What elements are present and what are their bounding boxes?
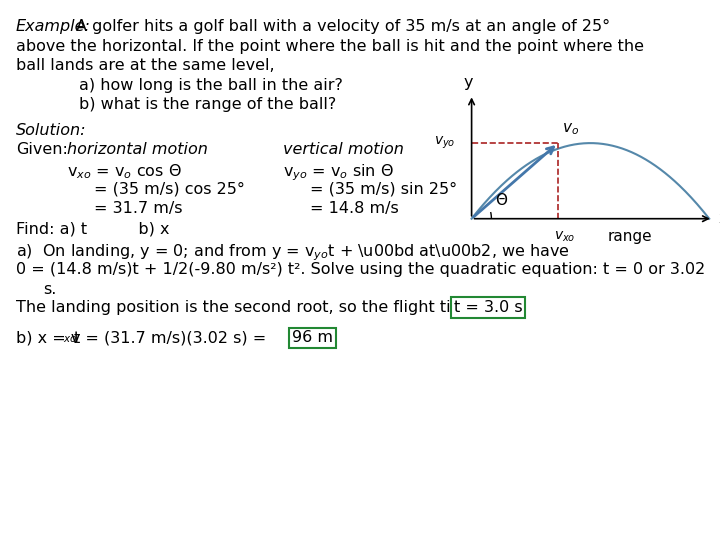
Text: range: range xyxy=(608,230,652,245)
Text: $v_{xo}$: $v_{xo}$ xyxy=(554,230,576,244)
Text: vertical motion: vertical motion xyxy=(283,142,404,157)
Text: b) x = v: b) x = v xyxy=(16,330,80,346)
Text: = 31.7 m/s: = 31.7 m/s xyxy=(94,201,182,216)
Text: t = 3.0 s: t = 3.0 s xyxy=(454,300,522,315)
Text: Solution:: Solution: xyxy=(16,123,86,138)
Text: The landing position is the second root, so the flight time is: The landing position is the second root,… xyxy=(16,300,499,315)
Text: a)  On landing, y = 0; and from y = v$_{yo}$t + \u00bd at\u00b2, we have: a) On landing, y = 0; and from y = v$_{y… xyxy=(16,242,570,262)
Text: Example:: Example: xyxy=(16,19,91,35)
Text: x: x xyxy=(719,211,720,226)
Text: Given:: Given: xyxy=(16,142,68,157)
Text: ball lands are at the same level,: ball lands are at the same level, xyxy=(16,58,274,73)
Text: Find: a) t          b) x: Find: a) t b) x xyxy=(16,221,169,237)
Text: $\Theta$: $\Theta$ xyxy=(495,192,508,208)
Text: above the horizontal. If the point where the ball is hit and the point where the: above the horizontal. If the point where… xyxy=(16,39,644,54)
Text: = 14.8 m/s: = 14.8 m/s xyxy=(310,201,398,216)
Text: horizontal motion: horizontal motion xyxy=(67,142,208,157)
Text: $v_{yo}$: $v_{yo}$ xyxy=(434,135,456,151)
Text: a) how long is the ball in the air?: a) how long is the ball in the air? xyxy=(79,78,343,93)
Text: s.: s. xyxy=(43,282,57,297)
Text: = (35 m/s) cos 25°: = (35 m/s) cos 25° xyxy=(94,181,245,197)
Text: v$_{yo}$ = v$_o$ sin $\Theta$: v$_{yo}$ = v$_o$ sin $\Theta$ xyxy=(283,162,394,183)
Text: y: y xyxy=(463,75,473,90)
Text: v$_{xo}$ = v$_o$ cos $\Theta$: v$_{xo}$ = v$_o$ cos $\Theta$ xyxy=(67,162,181,181)
Text: A golfer hits a golf ball with a velocity of 35 m/s at an angle of 25°: A golfer hits a golf ball with a velocit… xyxy=(76,19,610,35)
Text: 0 = (14.8 m/s)t + 1/2(-9.80 m/s²) t². Solve using the quadratic equation: t = 0 : 0 = (14.8 m/s)t + 1/2(-9.80 m/s²) t². So… xyxy=(16,262,705,278)
Text: $_{xo}$: $_{xo}$ xyxy=(63,330,78,346)
Text: b) what is the range of the ball?: b) what is the range of the ball? xyxy=(79,97,336,112)
Text: $v_o$: $v_o$ xyxy=(562,121,580,137)
Text: 96 m: 96 m xyxy=(292,330,333,346)
Text: t = (31.7 m/s)(3.02 s) =: t = (31.7 m/s)(3.02 s) = xyxy=(74,330,271,346)
Text: = (35 m/s) sin 25°: = (35 m/s) sin 25° xyxy=(310,181,456,197)
